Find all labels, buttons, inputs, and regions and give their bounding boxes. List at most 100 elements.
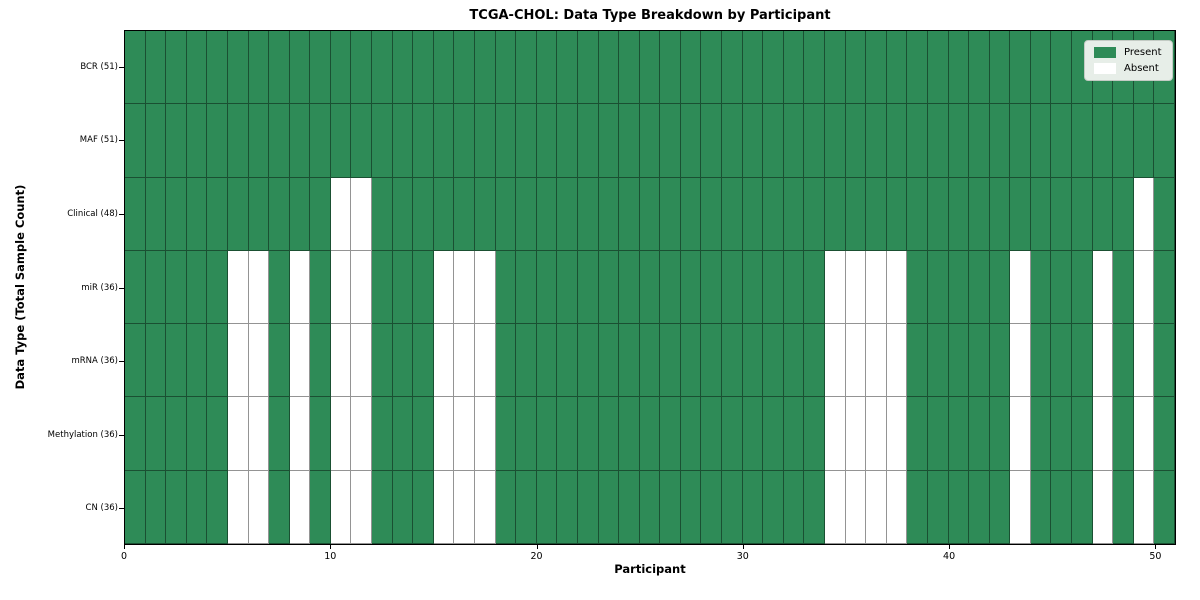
cell-CN-p47 (1092, 470, 1114, 544)
cell-CN-p15 (433, 470, 455, 544)
y-tick-label-Methylation: Methylation (36) (47, 429, 118, 440)
cell-BCR-p31 (763, 31, 784, 105)
cell-CN-p32 (783, 470, 805, 544)
cell-mRNA-p5 (227, 324, 249, 398)
cell-Clinical-p5 (227, 177, 249, 251)
cell-Clinical-p8 (289, 177, 311, 251)
cell-CN-p48 (1113, 470, 1134, 544)
cell-MAF-p37 (886, 104, 908, 178)
cell-BCR-p18 (495, 31, 517, 105)
cell-MAF-p14 (413, 104, 434, 178)
x-axis-label: Participant (614, 562, 686, 576)
x-tick-mark (1155, 545, 1157, 549)
cell-Methylation-p30 (742, 397, 764, 471)
cell-CN-p10 (330, 470, 352, 544)
cell-BCR-p36 (866, 31, 887, 105)
cell-BCR-p30 (742, 31, 764, 105)
cell-BCR-p45 (1051, 31, 1073, 105)
cell-BCR-p23 (598, 31, 620, 105)
cell-Clinical-p50 (1154, 177, 1175, 251)
cell-BCR-p2 (166, 31, 187, 105)
legend-entry-absent: Absent (1094, 63, 1162, 74)
cell-CN-p25 (639, 470, 661, 544)
cell-CN-p22 (577, 470, 599, 544)
cell-BCR-p22 (577, 31, 599, 105)
cell-Methylation-p37 (886, 397, 908, 471)
cell-Clinical-p38 (907, 177, 928, 251)
cell-MAF-p1 (145, 104, 167, 178)
cell-miR-p13 (392, 250, 414, 325)
cell-CN-p19 (516, 470, 537, 544)
cell-CN-p50 (1154, 470, 1175, 544)
cell-miR-p22 (577, 250, 599, 325)
cell-Methylation-p26 (660, 397, 681, 471)
cell-CN-p29 (722, 470, 743, 544)
cell-BCR-p10 (330, 31, 352, 105)
cell-Methylation-p16 (454, 397, 475, 471)
x-tick-mark (536, 545, 538, 549)
cell-Methylation-p14 (413, 397, 434, 471)
cell-mRNA-p39 (927, 324, 949, 398)
cell-mRNA-p15 (433, 324, 455, 398)
cell-miR-p7 (269, 250, 290, 325)
cell-MAF-p43 (1010, 104, 1031, 178)
legend-label: Absent (1124, 63, 1159, 74)
cell-Clinical-p25 (639, 177, 661, 251)
cell-Clinical-p47 (1092, 177, 1114, 251)
cell-miR-p21 (557, 250, 578, 325)
cell-miR-p4 (207, 250, 228, 325)
cell-Methylation-p2 (166, 397, 187, 471)
y-tick-label-mRNA: mRNA (36) (71, 356, 118, 367)
cell-BCR-p35 (845, 31, 867, 105)
x-tick-label-10: 10 (324, 551, 337, 562)
cell-MAF-p9 (310, 104, 331, 178)
cell-mRNA-p31 (763, 324, 784, 398)
cell-mRNA-p17 (475, 324, 496, 398)
cell-BCR-p13 (392, 31, 414, 105)
cell-Clinical-p10 (330, 177, 352, 251)
cell-mRNA-p43 (1010, 324, 1031, 398)
cell-MAF-p5 (227, 104, 249, 178)
cell-Methylation-p44 (1030, 397, 1052, 471)
cell-CN-p21 (557, 470, 578, 544)
cell-BCR-p21 (557, 31, 578, 105)
cell-BCR-p41 (969, 31, 990, 105)
cell-CN-p37 (886, 470, 908, 544)
cell-BCR-p29 (722, 31, 743, 105)
cell-miR-p19 (516, 250, 537, 325)
cell-mRNA-p41 (969, 324, 990, 398)
cell-MAF-p10 (330, 104, 352, 178)
cell-CN-p3 (186, 470, 208, 544)
cell-Clinical-p22 (577, 177, 599, 251)
y-tick-label-BCR: BCR (51) (80, 61, 118, 72)
cell-BCR-p16 (454, 31, 475, 105)
cell-Methylation-p39 (927, 397, 949, 471)
cell-BCR-p40 (948, 31, 970, 105)
cell-MAF-p38 (907, 104, 928, 178)
cell-CN-p5 (227, 470, 249, 544)
cell-Methylation-p42 (989, 397, 1011, 471)
cell-MAF-p11 (351, 104, 373, 178)
cell-mRNA-p14 (413, 324, 434, 398)
cell-CN-p17 (475, 470, 496, 544)
cell-CN-p40 (948, 470, 970, 544)
cell-mRNA-p1 (145, 324, 167, 398)
cell-miR-p10 (330, 250, 352, 325)
cell-miR-p33 (804, 250, 825, 325)
cell-miR-p36 (866, 250, 887, 325)
cell-Methylation-p43 (1010, 397, 1031, 471)
cell-Methylation-p28 (701, 397, 723, 471)
cell-MAF-p15 (433, 104, 455, 178)
cell-Methylation-p15 (433, 397, 455, 471)
cell-Clinical-p26 (660, 177, 681, 251)
cell-MAF-p25 (639, 104, 661, 178)
cell-miR-p9 (310, 250, 331, 325)
cell-Clinical-p31 (763, 177, 784, 251)
cell-Methylation-p27 (680, 397, 702, 471)
cell-Clinical-p42 (989, 177, 1011, 251)
cell-MAF-p16 (454, 104, 475, 178)
cell-MAF-p49 (1133, 104, 1155, 178)
cell-BCR-p9 (310, 31, 331, 105)
cell-MAF-p13 (392, 104, 414, 178)
cell-MAF-p48 (1113, 104, 1134, 178)
